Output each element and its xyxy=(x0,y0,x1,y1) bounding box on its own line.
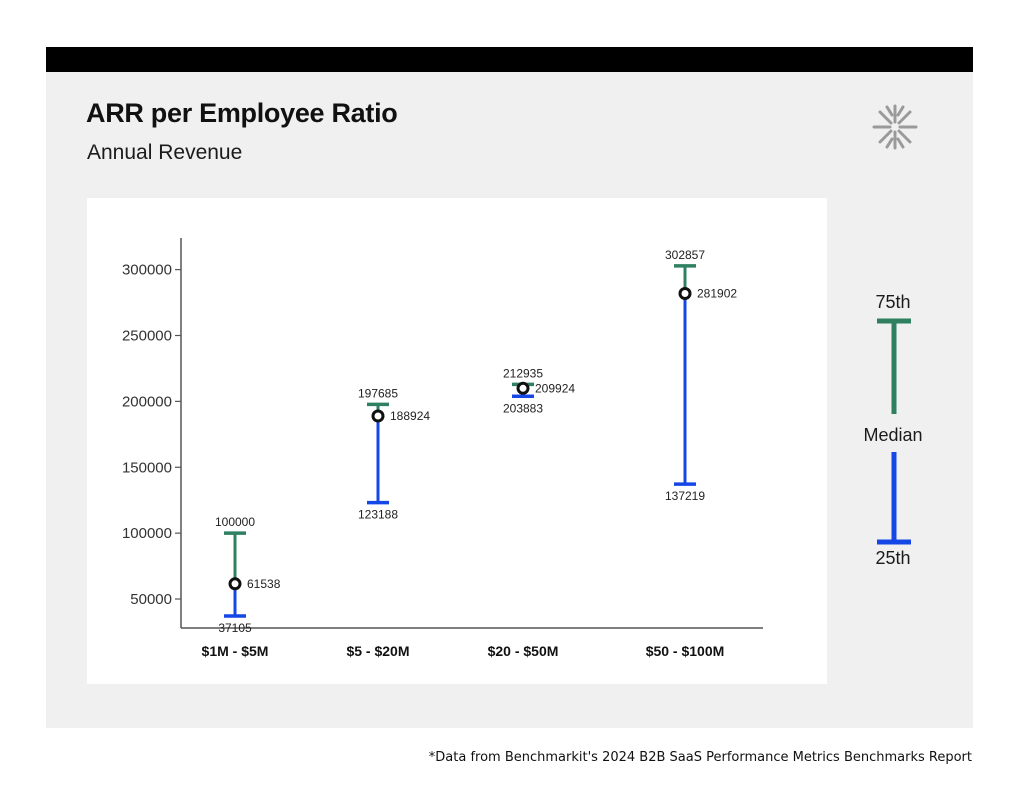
range-chart: 50000 100000 150000 200000 250000 300000 $1M -… xyxy=(122,238,763,659)
asterisk-logo-icon xyxy=(872,104,918,150)
x-tick-label: $20 - $50M xyxy=(488,643,559,659)
median-value-label: 188924 xyxy=(390,409,430,423)
median-point xyxy=(371,409,385,423)
legend-label-75th: 75th xyxy=(875,292,911,312)
x-tick-label: $1M - $5M xyxy=(202,643,269,659)
median-point xyxy=(228,577,242,591)
p75-value-label: 302857 xyxy=(665,248,705,262)
source-footnote: *Data from Benchmarkit's 2024 B2B SaaS P… xyxy=(428,750,972,765)
chart-subtitle: Annual Revenue xyxy=(87,141,243,164)
chart-title: ARR per Employee Ratio xyxy=(86,98,398,128)
header-bar xyxy=(46,47,973,72)
p25-value-label: 137219 xyxy=(665,489,705,503)
y-tick-label: 100000 xyxy=(122,525,172,542)
p75-value-label: 212935 xyxy=(503,366,543,380)
p75-value-label: 100000 xyxy=(215,515,255,529)
median-value-label: 209924 xyxy=(535,381,575,395)
median-point xyxy=(516,381,530,395)
y-tick-label: 200000 xyxy=(122,393,172,410)
p75-value-label: 197685 xyxy=(358,386,398,400)
legend-label-median: Median xyxy=(863,425,923,445)
legend-markers xyxy=(877,318,911,545)
y-tick-label: 150000 xyxy=(122,459,172,476)
median-value-label: 61538 xyxy=(247,577,281,591)
median-value-label: 281902 xyxy=(697,286,737,300)
x-tick-label: $50 - $100M xyxy=(646,643,725,659)
median-point xyxy=(678,286,692,300)
p25-value-label: 123188 xyxy=(358,508,398,522)
plot-area: 50000 100000 150000 200000 250000 300000 $1M -… xyxy=(87,198,827,684)
legend-label-25th: 25th xyxy=(875,548,911,568)
y-tick-label: 50000 xyxy=(130,591,172,608)
p25-value-label: 37105 xyxy=(218,621,252,635)
p25-value-label: 203883 xyxy=(503,401,543,415)
legend: 75th Median 25th xyxy=(850,290,936,580)
x-tick-label: $5 - $20M xyxy=(346,643,409,659)
y-tick-label: 250000 xyxy=(122,328,172,345)
y-tick-label: 300000 xyxy=(122,262,172,279)
